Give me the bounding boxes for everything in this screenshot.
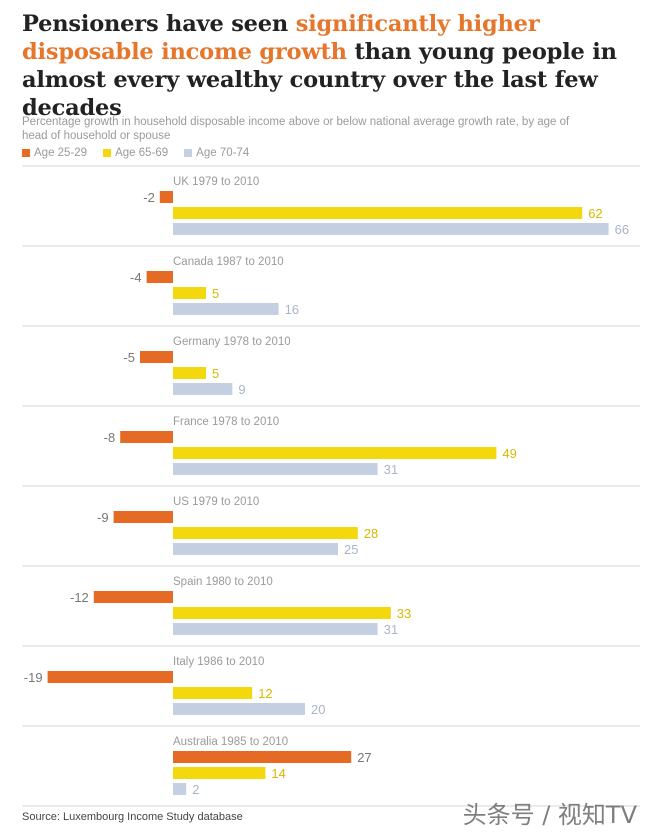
- bar-age-65-69: [173, 687, 253, 699]
- legend-item-age-70-74: Age 70-74: [184, 147, 249, 159]
- data-label: 66: [615, 222, 629, 237]
- legend-swatch: [22, 149, 30, 157]
- data-label: 49: [502, 446, 516, 461]
- legend-label: Age 25-29: [34, 147, 88, 159]
- source-note: Source: Luxembourg Income Study database: [22, 811, 243, 823]
- bar-age-65-69: [173, 207, 583, 219]
- legend-item-age-25-29: Age 25-29: [22, 147, 87, 159]
- title-part-2: than young people in almost every wealth…: [22, 39, 617, 121]
- legend: Age 25-29 Age 65-69 Age 70-74: [22, 147, 249, 159]
- data-label: -8: [104, 430, 116, 445]
- chart-subtitle: Percentage growth in household disposabl…: [22, 116, 570, 142]
- data-label: 25: [344, 542, 358, 557]
- legend-swatch: [103, 149, 112, 157]
- bar-age-70-74: [173, 543, 338, 555]
- title-highlight: significantly higher disposable income g…: [22, 11, 540, 65]
- bar-age-25-29: [93, 591, 173, 603]
- watermark: 头条号 / 视知TV: [462, 801, 637, 829]
- data-label: -2: [143, 190, 155, 205]
- bar-age-65-69: [173, 607, 391, 619]
- legend-swatch: [184, 149, 193, 157]
- data-label: 31: [384, 462, 398, 477]
- data-label: 12: [258, 686, 272, 701]
- category-label: US 1979 to 2010: [173, 496, 259, 508]
- data-label: 16: [285, 302, 299, 317]
- bar-age-25-29: [113, 511, 173, 523]
- data-label: 27: [357, 750, 371, 765]
- data-label: -19: [24, 670, 43, 685]
- bar-age-70-74: [173, 303, 279, 315]
- bar-age-70-74: [173, 463, 378, 475]
- data-label: -4: [130, 270, 142, 285]
- data-label: -5: [123, 350, 135, 365]
- data-label: 62: [588, 206, 602, 221]
- bar-age-25-29: [120, 431, 173, 443]
- title-part-1: Pensioners have seen: [22, 11, 296, 37]
- bar-age-65-69: [173, 367, 206, 379]
- category-label: Australia 1985 to 2010: [173, 736, 288, 748]
- data-label: 2: [192, 782, 199, 797]
- data-label: 20: [311, 702, 325, 717]
- legend-item-age-65-69: Age 65-69: [103, 147, 168, 159]
- data-label: 14: [271, 766, 285, 781]
- data-label: 5: [212, 366, 219, 381]
- bar-age-25-29: [146, 271, 173, 283]
- category-label: Spain 1980 to 2010: [173, 576, 273, 588]
- bar-age-70-74: [173, 383, 233, 395]
- bar-age-25-29: [159, 191, 173, 203]
- data-label: 9: [238, 382, 245, 397]
- bar-age-70-74: [173, 623, 378, 635]
- bar-age-65-69: [173, 767, 266, 779]
- data-label: 28: [364, 526, 378, 541]
- category-label: Germany 1978 to 2010: [173, 336, 291, 348]
- category-label: UK 1979 to 2010: [173, 176, 259, 188]
- data-label: 31: [384, 622, 398, 637]
- bar-age-65-69: [173, 527, 358, 539]
- data-label: -12: [70, 590, 89, 605]
- data-label: 33: [397, 606, 411, 621]
- bar-age-70-74: [173, 703, 305, 715]
- bar-age-25-29: [173, 751, 352, 763]
- category-label: Italy 1986 to 2010: [173, 656, 264, 668]
- legend-label: Age 70-74: [196, 147, 250, 159]
- bar-age-65-69: [173, 287, 206, 299]
- bar-age-25-29: [47, 671, 173, 683]
- bar-age-25-29: [140, 351, 173, 363]
- chart-title: Pensioners have seen significantly highe…: [22, 10, 642, 122]
- bar-age-70-74: [173, 783, 187, 795]
- bar-age-70-74: [173, 223, 609, 235]
- category-label: France 1978 to 2010: [173, 416, 279, 428]
- data-label: 5: [212, 286, 219, 301]
- legend-label: Age 65-69: [115, 147, 169, 159]
- category-label: Canada 1987 to 2010: [173, 256, 284, 268]
- bar-age-65-69: [173, 447, 497, 459]
- data-label: -9: [97, 510, 109, 525]
